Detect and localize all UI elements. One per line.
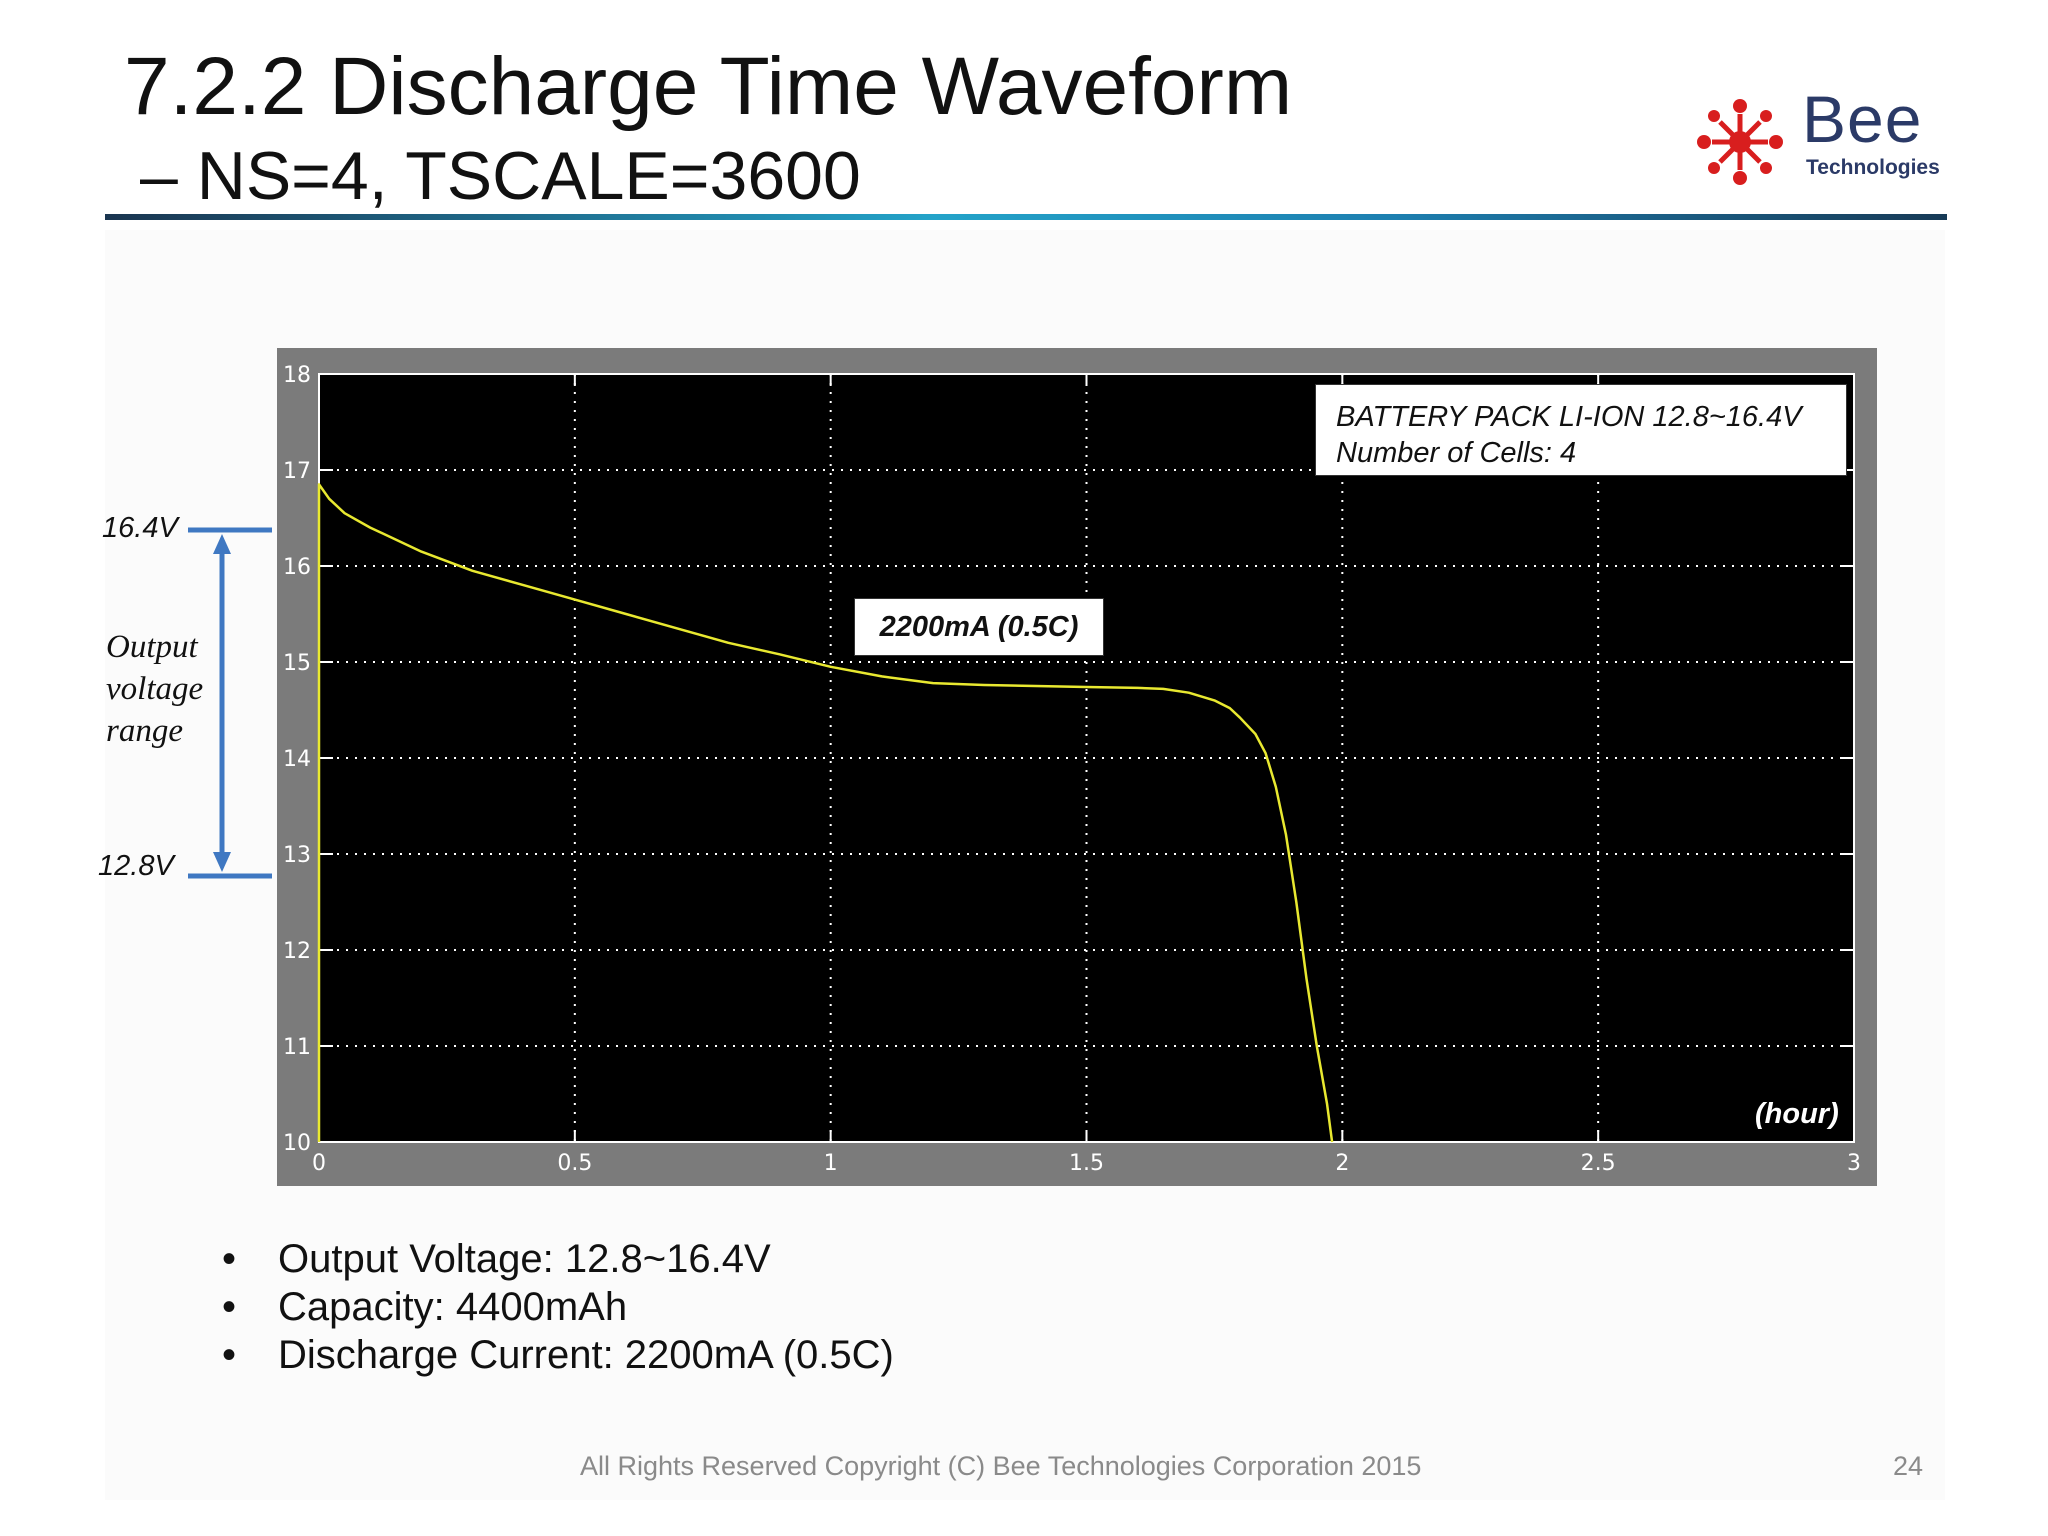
bullet-item: • Capacity: 4400mAh xyxy=(222,1283,894,1331)
y-tick-label: 13 xyxy=(283,843,311,868)
logo-subtitle: Technologies xyxy=(1806,156,1940,179)
y-tick-label: 10 xyxy=(283,1131,311,1156)
bullet-dot: • xyxy=(222,1285,237,1329)
page-number: 24 xyxy=(1893,1451,1924,1481)
bullet-dot: • xyxy=(222,1237,237,1281)
bullet-text: Discharge Current: 2200mA (0.5C) xyxy=(278,1333,894,1377)
copyright-footer: All Rights Reserved Copyright (C) Bee Te… xyxy=(580,1451,1422,1481)
range-arrow-down-head xyxy=(213,852,231,872)
y-tick-label: 17 xyxy=(283,459,311,484)
slide-subtitle: – NS=4, TSCALE=3600 xyxy=(140,138,861,214)
y-tick-label: 15 xyxy=(283,651,311,676)
chart-legend: BATTERY PACK LI-ION 12.8~16.4V Number of… xyxy=(1315,384,1847,476)
slide-title: 7.2.2 Discharge Time Waveform xyxy=(124,41,1293,132)
bullet-item: • Output Voltage: 12.8~16.4V xyxy=(222,1235,894,1283)
x-tick-label: 2 xyxy=(1335,1151,1349,1176)
bee-burst-icon xyxy=(1697,99,1783,185)
company-logo: Bee Technologies xyxy=(1690,86,1960,192)
y-tick-label: 12 xyxy=(283,939,311,964)
logo-brand: Bee xyxy=(1802,82,1923,156)
range-bottom-label: 12.8V xyxy=(98,850,174,882)
voltage-range-arrow xyxy=(188,527,272,879)
title-divider xyxy=(105,214,1947,220)
x-tick-label: 1 xyxy=(824,1151,838,1176)
range-description: Output voltage range xyxy=(106,629,204,749)
bullet-text: Capacity: 4400mAh xyxy=(278,1285,628,1329)
x-tick-label: 2.5 xyxy=(1581,1151,1616,1176)
legend-line-1: BATTERY PACK LI-ION 12.8~16.4V xyxy=(1336,401,1802,433)
voltage-series-line xyxy=(317,483,1334,1143)
x-axis-unit-label: (hour) xyxy=(1755,1098,1839,1130)
x-tick-label: 0.5 xyxy=(557,1151,592,1176)
current-annotation: 2200mA (0.5C) xyxy=(854,598,1104,656)
bullet-list: • Output Voltage: 12.8~16.4V • Capacity: 4… xyxy=(222,1235,894,1379)
y-tick-label: 16 xyxy=(283,555,311,580)
range-arrow-up-head xyxy=(213,534,231,554)
range-top-label: 16.4V xyxy=(102,512,178,544)
x-tick-label: 1.5 xyxy=(1069,1151,1104,1176)
y-tick-label: 18 xyxy=(283,363,311,388)
bullet-text: Output Voltage: 12.8~16.4V xyxy=(278,1237,771,1281)
discharge-chart: 0 0.5 1 1.5 2 2.5 3 10 11 12 13 14 15 16 17 18 xyxy=(283,363,1861,1176)
bullet-dot: • xyxy=(222,1333,237,1377)
legend-line-2: Number of Cells: 4 xyxy=(1336,437,1577,469)
x-tick-label: 3 xyxy=(1847,1151,1861,1176)
plot-area xyxy=(318,373,1855,1143)
bullet-item: • Discharge Current: 2200mA (0.5C) xyxy=(222,1331,894,1379)
y-tick-label: 11 xyxy=(283,1035,311,1060)
y-tick-label: 14 xyxy=(283,747,311,772)
x-tick-label: 0 xyxy=(312,1151,326,1176)
